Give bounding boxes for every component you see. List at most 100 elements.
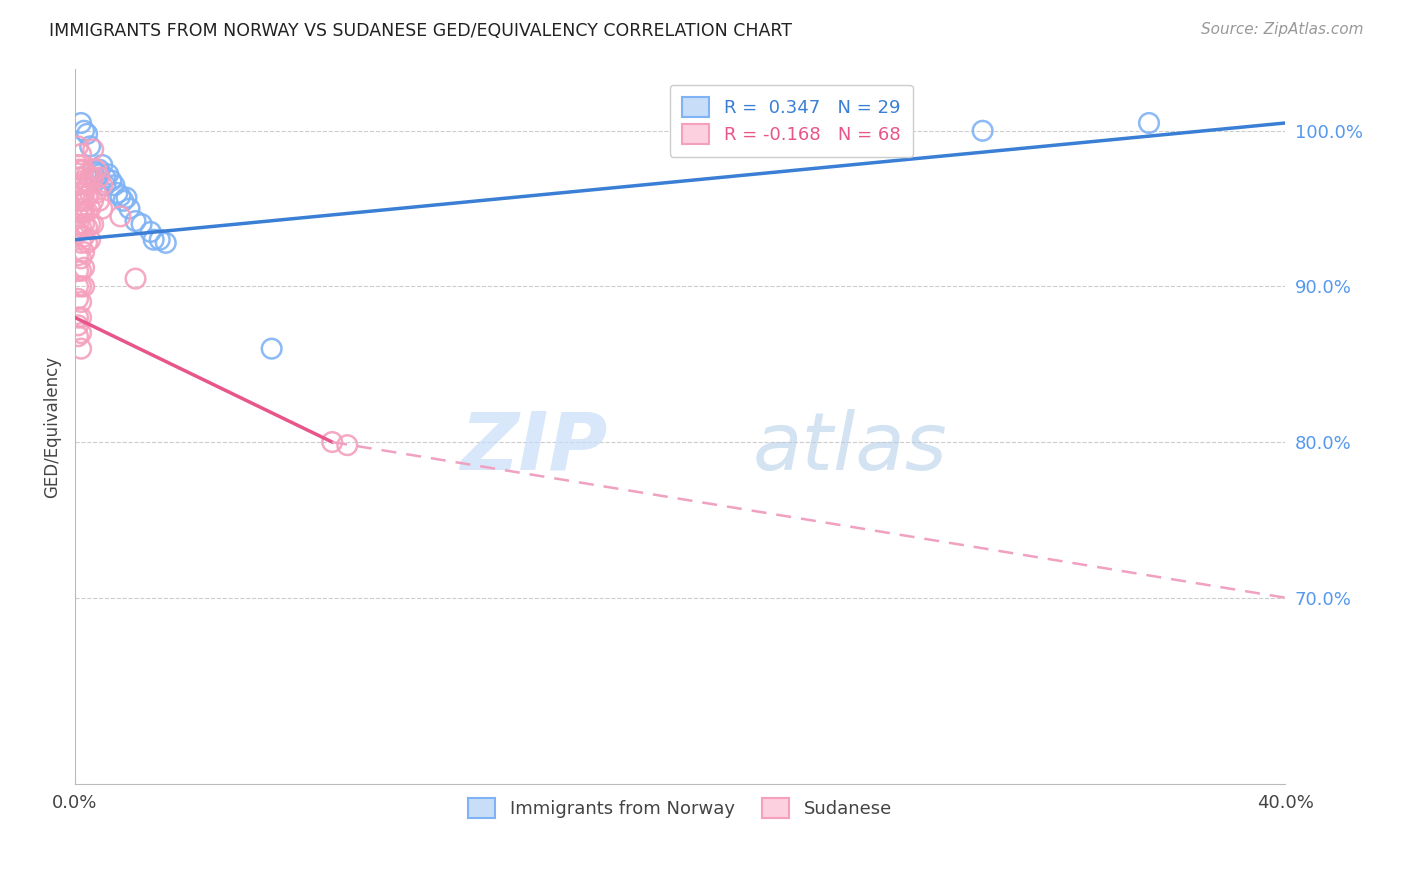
Point — [100, 173, 122, 187]
Point — [110, 210, 132, 224]
Point — [70, 326, 93, 340]
Point — [70, 204, 93, 219]
Point — [67, 217, 90, 231]
Point — [70, 252, 93, 266]
Point — [79, 170, 101, 185]
Point — [67, 158, 90, 172]
Point — [76, 167, 98, 181]
Point — [91, 158, 114, 172]
Point — [94, 178, 117, 193]
Point — [105, 186, 128, 200]
Point — [67, 186, 90, 200]
Point — [155, 235, 177, 250]
Point — [972, 124, 994, 138]
Text: Source: ZipAtlas.com: Source: ZipAtlas.com — [1201, 22, 1364, 37]
Y-axis label: GED/Equivalency: GED/Equivalency — [44, 355, 60, 498]
Point — [79, 202, 101, 216]
Point — [73, 245, 96, 260]
Point — [70, 186, 93, 200]
Point — [76, 235, 98, 250]
Point — [103, 178, 125, 193]
Point — [336, 438, 359, 452]
Point — [76, 127, 98, 141]
Point — [142, 233, 165, 247]
Point — [89, 170, 111, 185]
Point — [79, 217, 101, 231]
Point — [82, 170, 104, 185]
Point — [67, 139, 90, 153]
Point — [84, 162, 107, 177]
Point — [73, 279, 96, 293]
Point — [76, 220, 98, 235]
Point — [91, 178, 114, 193]
Point — [70, 220, 93, 235]
Point — [139, 225, 162, 239]
Point — [112, 194, 135, 208]
Text: atlas: atlas — [752, 409, 948, 487]
Point — [79, 233, 101, 247]
Point — [76, 204, 98, 219]
Point — [97, 167, 120, 181]
Point — [82, 217, 104, 231]
Point — [76, 189, 98, 203]
Legend: Immigrants from Norway, Sudanese: Immigrants from Norway, Sudanese — [461, 791, 898, 825]
Point — [131, 217, 153, 231]
Point — [73, 194, 96, 208]
Point — [67, 310, 90, 325]
Point — [89, 194, 111, 208]
Point — [67, 318, 90, 333]
Point — [67, 210, 90, 224]
Point — [70, 295, 93, 310]
Point — [115, 191, 138, 205]
Point — [73, 260, 96, 275]
Point — [67, 202, 90, 216]
Point — [73, 229, 96, 244]
Point — [67, 162, 90, 177]
Point — [260, 342, 283, 356]
Point — [118, 202, 141, 216]
Point — [76, 178, 98, 193]
Point — [73, 204, 96, 219]
Point — [82, 143, 104, 157]
Point — [73, 173, 96, 187]
Point — [73, 124, 96, 138]
Point — [124, 214, 146, 228]
Point — [70, 147, 93, 161]
Point — [73, 162, 96, 177]
Point — [73, 186, 96, 200]
Point — [84, 166, 107, 180]
Point — [110, 189, 132, 203]
Point — [94, 170, 117, 185]
Point — [70, 279, 93, 293]
Point — [70, 194, 93, 208]
Point — [321, 435, 343, 450]
Point — [149, 233, 172, 247]
Point — [67, 292, 90, 306]
Point — [67, 264, 90, 278]
Point — [67, 248, 90, 262]
Point — [73, 217, 96, 231]
Point — [89, 162, 111, 177]
Point — [67, 225, 90, 239]
Text: IMMIGRANTS FROM NORWAY VS SUDANESE GED/EQUIVALENCY CORRELATION CHART: IMMIGRANTS FROM NORWAY VS SUDANESE GED/E… — [49, 22, 792, 40]
Point — [84, 186, 107, 200]
Point — [1137, 116, 1160, 130]
Point — [67, 178, 90, 193]
Point — [79, 139, 101, 153]
Point — [70, 310, 93, 325]
Point — [67, 279, 90, 293]
Point — [82, 162, 104, 177]
Point — [79, 186, 101, 200]
Point — [70, 342, 93, 356]
Point — [67, 329, 90, 343]
Point — [70, 116, 93, 130]
Point — [67, 194, 90, 208]
Point — [67, 170, 90, 185]
Text: ZIP: ZIP — [460, 409, 607, 487]
Point — [124, 271, 146, 285]
Point — [89, 167, 111, 181]
Point — [70, 170, 93, 185]
Point — [70, 162, 93, 177]
Point — [91, 202, 114, 216]
Point — [84, 173, 107, 187]
